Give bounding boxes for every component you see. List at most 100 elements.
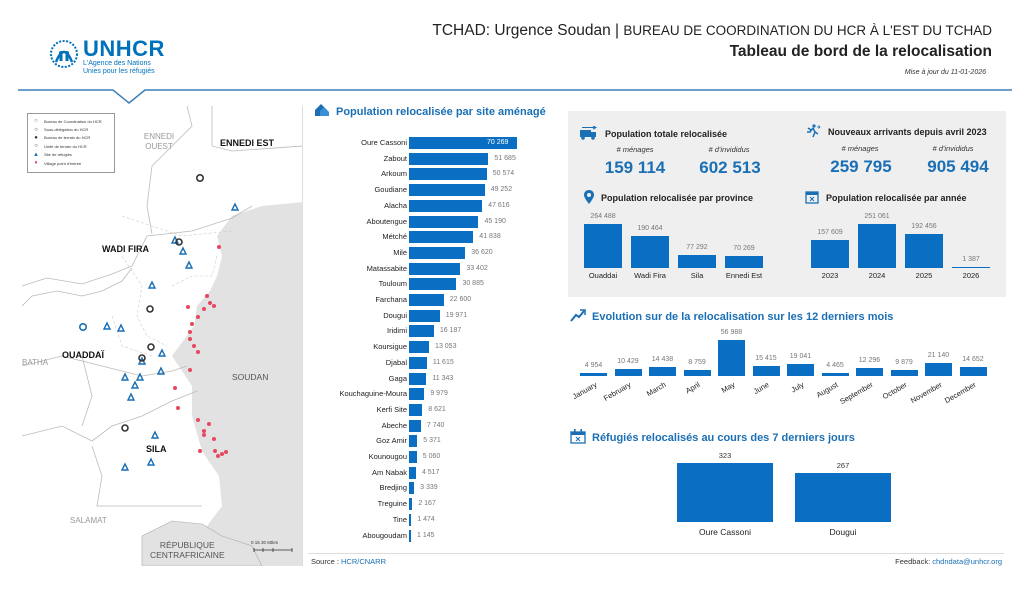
- site-bar: [409, 498, 413, 511]
- site-label: Touloum: [378, 279, 407, 289]
- page-subtitle: Tableau de bord de la relocalisation: [729, 43, 992, 60]
- relocation-map[interactable]: ○ Bureau de Coordination du HCR ○ Sous-dél…: [22, 106, 303, 566]
- month-value: 9 879: [895, 358, 913, 366]
- site-value: 9 979: [430, 390, 448, 398]
- province-label: Sila: [690, 271, 704, 280]
- month-bar: [649, 366, 676, 376]
- site-value: 51 685: [494, 154, 516, 162]
- site-value: 1 145: [417, 531, 435, 539]
- day-label: Dougui: [829, 527, 857, 537]
- page-title: TCHAD: Urgence Soudan | BUREAU DE COORDI…: [432, 22, 992, 40]
- site-row: Treguine 2 167: [310, 497, 560, 513]
- month-bar: [821, 373, 849, 376]
- arrivals-individuals-caption: # d'invididus: [932, 144, 974, 153]
- site-value: 45 190: [484, 217, 506, 225]
- month-value: 21 140: [927, 351, 950, 359]
- site-label: Aboutengue: [366, 216, 407, 226]
- site-row: Zabout 51 685: [310, 152, 560, 168]
- calendar-icon: [570, 429, 586, 447]
- map-label-sila: SILA: [146, 444, 167, 454]
- site-label: Tine: [392, 514, 407, 524]
- site-value: 11 615: [432, 358, 454, 366]
- site-row: Matassabite 33 402: [310, 262, 560, 278]
- site-row: Iridimi 16 187: [310, 324, 560, 340]
- site-label: Farchana: [375, 295, 407, 304]
- month-value: 14 438: [651, 355, 674, 363]
- feedback-email-link[interactable]: chdndata@unhcr.org: [932, 557, 1002, 566]
- site-row: Goz Amir 5 371: [310, 434, 560, 450]
- map-border-village-symbols: [173, 245, 228, 458]
- map-legend: ○ Bureau de Coordination du HCR ○ Sous-dél…: [27, 113, 115, 173]
- site-label: Goudiane: [374, 185, 407, 195]
- site-bar: [409, 435, 418, 448]
- month-bar: [614, 369, 642, 376]
- site-bar: [409, 482, 415, 495]
- site-label: Matassabite: [366, 263, 407, 273]
- province-value: 190 464: [637, 225, 663, 233]
- calendar-icon: [805, 190, 819, 206]
- year-label: 2024: [868, 271, 886, 280]
- legend-item: ▲ Site de réfugiés: [33, 151, 72, 158]
- site-label: Goz Amir: [376, 436, 407, 446]
- map-label-ennedi-ouest: ENNEDI OUEST: [143, 132, 175, 151]
- new-arrivals-title: Nouveaux arrivants depuis avril 2023: [805, 124, 987, 140]
- site-bar: [409, 137, 517, 149]
- site-bar: [409, 199, 483, 212]
- day-value: 267: [836, 461, 850, 471]
- site-label: Kouchaguine-Moura: [339, 389, 407, 399]
- total-individuals-caption: # d'invididus: [708, 145, 750, 154]
- site-value: 11 343: [432, 374, 454, 382]
- site-row: Mile 36 620: [310, 246, 560, 262]
- site-bar: [409, 341, 430, 354]
- source-link[interactable]: HCR/CNARR: [341, 557, 387, 566]
- site-value: 70 269: [487, 139, 509, 146]
- site-bar: [409, 529, 411, 542]
- site-value: 13 053: [435, 343, 457, 351]
- month-bar: [856, 368, 883, 376]
- month-bar: [718, 340, 745, 376]
- update-date: Mise à jour du 11-01-2026: [904, 69, 986, 76]
- site-label: Abougoudam: [362, 530, 407, 540]
- total-relocated-title: Population totale relocalisée: [580, 125, 727, 142]
- arrivals-households-value: 259 795: [830, 157, 892, 176]
- site-row: Métché 41 838: [310, 230, 560, 246]
- year-title: Population relocalisée par année: [805, 190, 967, 206]
- site-label: Arkoum: [381, 169, 407, 179]
- site-row: Kounougou 5 060: [310, 450, 560, 466]
- site-value: 36 620: [471, 248, 493, 256]
- site-bar: [409, 152, 489, 165]
- site-value: 50 574: [492, 170, 515, 178]
- month-value: 14 652: [962, 355, 984, 363]
- arrivals-households-caption: # ménages: [841, 144, 879, 153]
- total-households-caption: # ménages: [616, 145, 654, 154]
- site-row: Dougui 19 971: [310, 309, 560, 325]
- title-separator: |: [610, 22, 624, 39]
- site-value: 8 621: [428, 405, 446, 413]
- kpi-panel: Population totale relocalisée # ménages …: [568, 111, 1006, 297]
- running-person-icon: [805, 124, 821, 140]
- truck-icon: [580, 125, 598, 142]
- site-value: 4 517: [421, 468, 440, 476]
- site-label: Mile: [393, 247, 407, 257]
- day-bar: [677, 463, 773, 522]
- province-value: 264 488: [590, 213, 616, 220]
- site-value: 47 616: [488, 201, 510, 209]
- title-bureau: BUREAU DE COORDINATION DU HCR À L'EST DU…: [623, 23, 992, 38]
- title-country: TCHAD: Urgence Soudan: [432, 22, 611, 39]
- province-label: Ouaddai: [588, 271, 618, 280]
- site-label: Abeche: [381, 420, 407, 430]
- month-bar: [959, 366, 987, 376]
- header-divider: [18, 89, 1012, 104]
- year-bar: [952, 267, 990, 268]
- site-label: Kerfi Site: [376, 404, 407, 414]
- province-label: Ennedi Est: [725, 271, 763, 280]
- day-label: Oure Cassoni: [699, 527, 751, 537]
- month-value: 8 759: [688, 359, 706, 367]
- site-value: 41 838: [479, 233, 501, 241]
- monthly-section-title: Evolution sur de la relocalisation sur l…: [570, 308, 893, 325]
- site-row: Koursigue 13 053: [310, 340, 560, 356]
- site-label: Treguine: [377, 499, 407, 509]
- map-label-batha: BATHA: [22, 358, 49, 367]
- sites-section-title: Population relocalisée par site aménagé: [314, 103, 546, 120]
- site-bar: [409, 372, 427, 385]
